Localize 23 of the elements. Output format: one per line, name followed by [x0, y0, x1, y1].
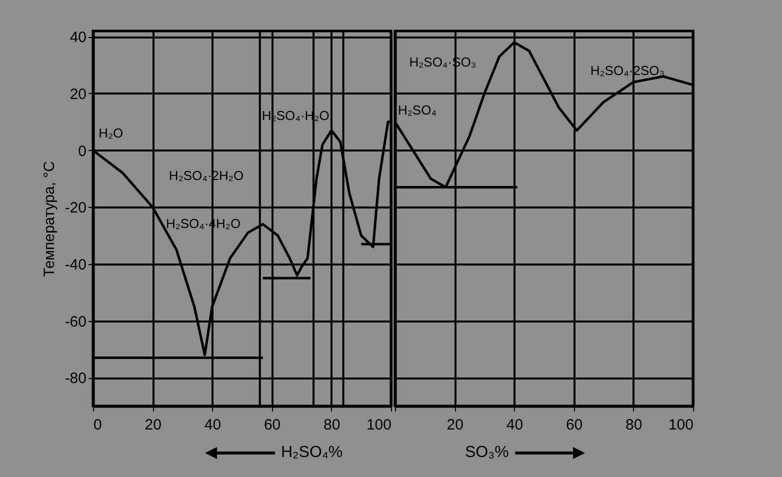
y-tick-label: -80 — [64, 370, 86, 388]
annotation: H₂O — [98, 125, 124, 140]
x-tick-label: 80 — [324, 416, 340, 434]
x-tick-label: 80 — [626, 416, 642, 434]
y-tick-label: -40 — [64, 256, 86, 274]
x-tick-label: 100 — [366, 416, 392, 434]
x-tick-label: 60 — [566, 416, 583, 434]
y-tick-label: 20 — [70, 86, 86, 103]
y-tick-label: 0 — [78, 142, 86, 160]
y-tick-label: 40 — [70, 29, 86, 46]
y-tick-label: -20 — [64, 200, 86, 217]
x-axis-title: SO₃% — [465, 444, 509, 462]
y-tick-label: -60 — [64, 313, 86, 330]
x-tick-label: 40 — [506, 416, 524, 434]
annotation: H₂SO₄ — [398, 102, 437, 118]
x-tick-label: 0 — [94, 416, 102, 434]
x-axis-title: H₂SO₄% — [281, 444, 343, 462]
y-axis-title: Температура, °C — [40, 160, 58, 278]
x-tick-label: 100 — [668, 416, 694, 434]
x-tick-label: 40 — [204, 416, 222, 434]
x-tick-label: 20 — [446, 416, 464, 434]
x-tick-label: 60 — [264, 416, 281, 434]
x-tick-label: 20 — [144, 416, 162, 434]
